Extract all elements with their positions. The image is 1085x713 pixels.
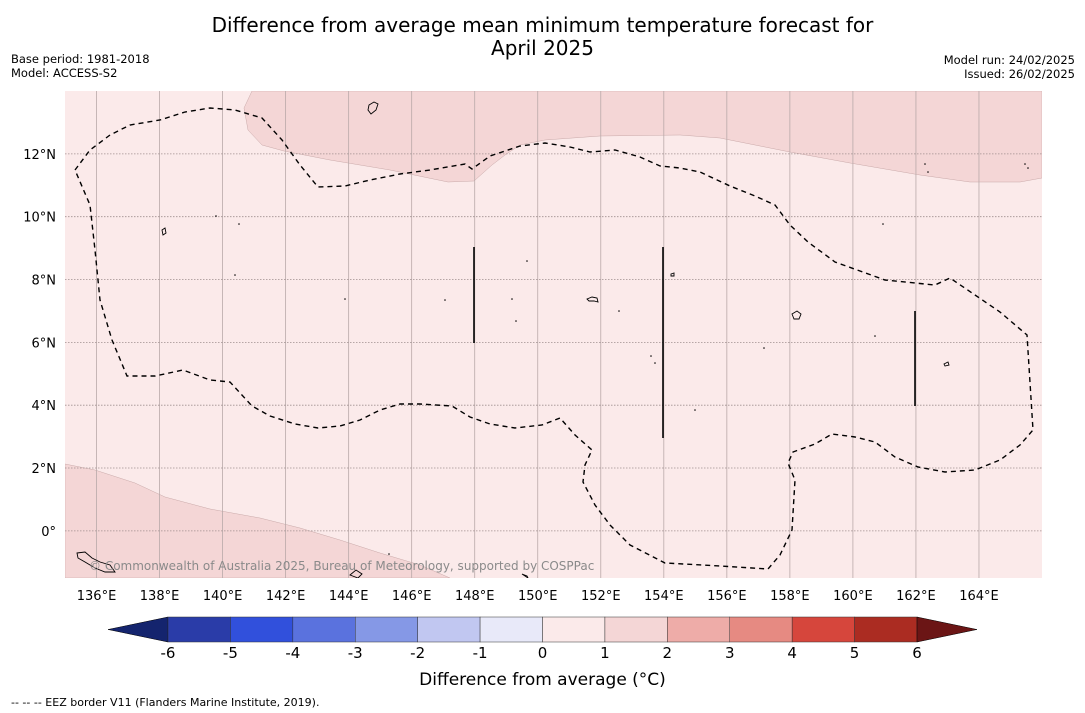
colorbar-tick-label: 2 xyxy=(663,644,673,662)
anomaly-region-1-to-2-southwest xyxy=(65,463,451,578)
colorbar-tick-label: -5 xyxy=(223,644,238,662)
colorbar-tick-label: -3 xyxy=(348,644,363,662)
x-tick-label: 164°E xyxy=(959,589,999,604)
colorbar-tick-label: -1 xyxy=(473,644,488,662)
x-tick-label: 150°E xyxy=(518,589,558,604)
x-tick-labels: 136°E 138°E 140°E 142°E 144°E 146°E 148°E 150°E… xyxy=(77,589,999,604)
x-tick-label: 156°E xyxy=(707,589,747,604)
x-tick-label: 148°E xyxy=(455,589,495,604)
x-tick-label: 162°E xyxy=(896,589,936,604)
model-run-label: Model run: 24/02/2025 xyxy=(943,53,1075,67)
base-period-label: Base period: 1981-2018 xyxy=(11,52,150,66)
eez-border-line xyxy=(74,107,1034,570)
x-tick-label: 138°E xyxy=(140,589,180,604)
x-tick-label: 154°E xyxy=(644,589,684,604)
y-tick-label: 4°N xyxy=(32,399,57,414)
y-tick-labels: 0° 2°N 4°N 6°N 8°N 10°N 12°N xyxy=(23,148,56,540)
meta-right: Model run: 24/02/2025 Issued: 26/02/2025 xyxy=(944,53,1075,81)
title-line-1: Difference from average mean minimum tem… xyxy=(211,13,874,37)
island-png-mid xyxy=(349,569,363,578)
colorbar-tick-label: 1 xyxy=(600,644,610,662)
colorbar-tick-label: 5 xyxy=(850,644,860,662)
anomaly-region-0-to-1 xyxy=(65,91,1042,578)
island-chuuk xyxy=(586,296,599,303)
colorbar-tick-label: 4 xyxy=(787,644,797,662)
x-tick-label: 160°E xyxy=(833,589,873,604)
colorbar-label: Difference from average (°C) xyxy=(419,670,666,690)
colorbar-tick-label: 0 xyxy=(538,644,548,662)
y-tick-label: 8°N xyxy=(32,274,57,289)
island-small-1 xyxy=(670,272,675,277)
y-tick-label: 2°N xyxy=(32,462,57,477)
gridlines xyxy=(65,91,1042,578)
y-tick-label: 12°N xyxy=(23,148,56,163)
y-tick-label: 10°N xyxy=(23,211,56,226)
map-area: © Commonwealth of Australia 2025, Bureau… xyxy=(65,91,1042,578)
x-tick-label: 146°E xyxy=(392,589,432,604)
map-title: Difference from average mean minimum tem… xyxy=(0,14,1085,60)
map-panel: © Commonwealth of Australia 2025, Bureau… xyxy=(23,91,1042,604)
islands xyxy=(76,101,950,578)
x-tick-label: 144°E xyxy=(329,589,369,604)
x-tick-label: 140°E xyxy=(203,589,243,604)
colorbar-tick-label: 3 xyxy=(725,644,735,662)
copyright-text: © Commonwealth of Australia 2025, Bureau… xyxy=(89,559,594,573)
x-tick-label: 142°E xyxy=(266,589,306,604)
colorbar-tick-label: -6 xyxy=(161,644,176,662)
issued-label: Issued: 26/02/2025 xyxy=(964,67,1075,81)
island-png-west xyxy=(76,551,116,573)
island-guam xyxy=(367,101,379,115)
island-cluster-west xyxy=(161,227,167,236)
colorbar-tick-label: 6 xyxy=(912,644,922,662)
island-small-2 xyxy=(521,573,529,578)
anomaly-region-1-to-2-north xyxy=(243,91,1042,183)
colorbar-tick-labels: -6 -5 -4 -3 -2 -1 0 1 2 3 4 5 6 xyxy=(161,644,922,662)
colorbar-tick-label: -2 xyxy=(410,644,425,662)
model-label: Model: ACCESS-S2 xyxy=(11,66,118,80)
colorbar-tick-label: -4 xyxy=(285,644,300,662)
x-tick-label: 158°E xyxy=(770,589,810,604)
x-tick-label: 152°E xyxy=(581,589,621,604)
y-tick-label: 6°N xyxy=(32,336,57,351)
island-pohnpei xyxy=(791,310,802,320)
x-tick-label: 136°E xyxy=(77,589,117,604)
island-dots xyxy=(215,163,1029,555)
y-tick-label: 0° xyxy=(41,525,56,540)
eez-footnote: -- -- -- EEZ border V11 (Flanders Marine… xyxy=(11,696,320,709)
island-kosrae xyxy=(943,361,950,367)
meta-left: Base period: 1981-2018 Model: ACCESS-S2 xyxy=(11,52,150,80)
title-line-2: April 2025 xyxy=(491,36,594,60)
